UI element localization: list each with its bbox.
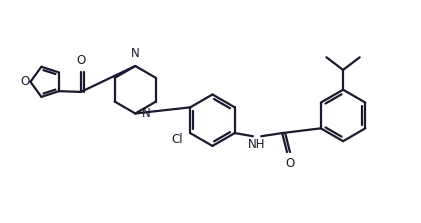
- Text: N: N: [141, 107, 150, 120]
- Text: O: O: [285, 157, 295, 170]
- Text: NH: NH: [248, 138, 265, 151]
- Text: O: O: [76, 54, 85, 67]
- Text: Cl: Cl: [171, 133, 183, 146]
- Text: N: N: [131, 47, 140, 60]
- Text: O: O: [20, 75, 29, 88]
